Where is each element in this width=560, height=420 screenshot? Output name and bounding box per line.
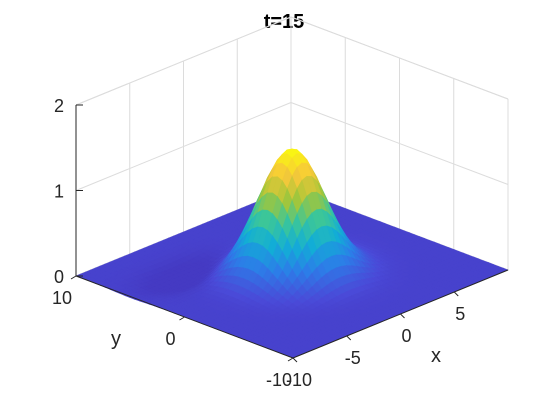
x-axis-label: x [431, 345, 441, 367]
x-tick-mark [400, 313, 405, 319]
x-tick-mark [292, 357, 298, 363]
x-tick-label: -5 [345, 348, 361, 368]
y-tick-mark [287, 357, 294, 362]
x-tick-label: 5 [455, 304, 465, 324]
surface-mesh [75, 148, 509, 359]
y-tick-mark [179, 316, 185, 321]
y-tick-label: 0 [165, 329, 175, 349]
x-tick-mark [453, 291, 459, 297]
y-tick-label: -10 [266, 370, 292, 390]
y-axis-label: y [111, 328, 121, 350]
y-tick-label: 10 [52, 288, 72, 308]
y-tick-mark [70, 275, 77, 280]
x-tick-label: -10 [286, 370, 312, 390]
chart-title: t=15 [264, 11, 305, 33]
z-tick-label: 1 [54, 182, 64, 202]
x-tick-label: 0 [401, 326, 411, 346]
z-tick-label: 2 [54, 96, 64, 116]
z-tick-label: 0 [54, 267, 64, 287]
x-tick-mark [346, 335, 352, 341]
